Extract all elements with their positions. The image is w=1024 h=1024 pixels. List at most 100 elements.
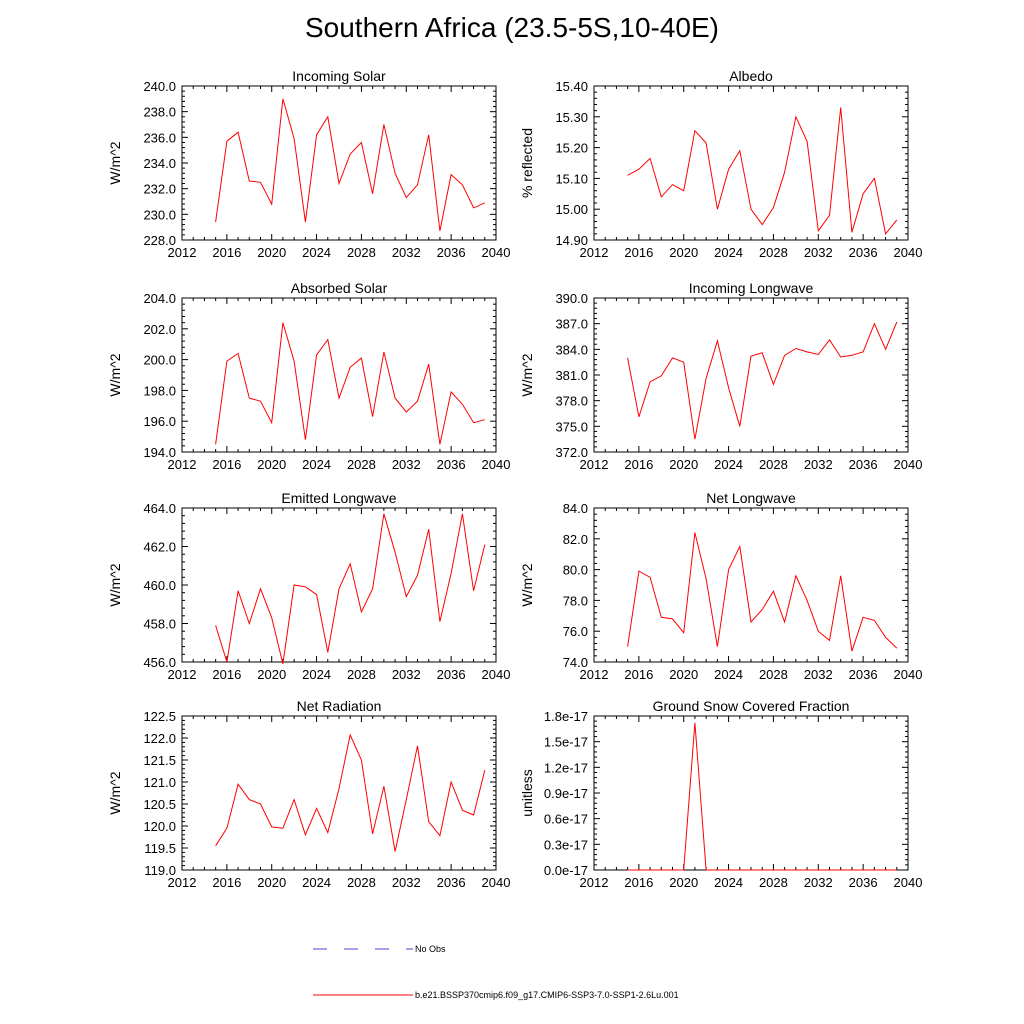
panel-6-xtick-label: 2036 <box>849 667 878 682</box>
panel-1-xtick-label: 2032 <box>392 245 421 260</box>
panel-8-xtick-label: 2016 <box>624 875 653 890</box>
panel-8-ytick-label: 1.2e-17 <box>544 760 588 775</box>
panel-1-ytick-label: 238.0 <box>143 105 176 120</box>
panel-7-xtick-label: 2012 <box>168 875 197 890</box>
panel-7-xtick-label: 2024 <box>302 875 331 890</box>
panel-7-ytick-label: 119.0 <box>144 863 176 878</box>
panel-7-xtick-label: 2032 <box>392 875 421 890</box>
panel-2-frame <box>593 85 909 241</box>
panel-2-ytick-label: 15.20 <box>555 141 588 156</box>
panel-7-xtick-label: 2028 <box>347 875 376 890</box>
panel-2-title: Albedo <box>729 68 773 84</box>
panel-6-frame <box>593 507 909 663</box>
panel-5-xtick-label: 2024 <box>302 667 331 682</box>
panel-8-xtick-label: 2028 <box>759 875 788 890</box>
panel-4-xtick-label: 2012 <box>580 457 609 472</box>
panel-8-xtick-label: 2040 <box>894 875 923 890</box>
panel-8-xtick-label: 2012 <box>580 875 609 890</box>
panel-6-ytick-label: 76.0 <box>563 624 588 639</box>
panel-7-xtick-label: 2036 <box>437 875 466 890</box>
panel-7-ytick-label: 120.0 <box>143 819 176 834</box>
panel-6-xtick-label: 2040 <box>894 667 923 682</box>
panel-3-xtick-label: 2032 <box>392 457 421 472</box>
panel-8-frame <box>593 715 909 871</box>
panel-4-ytick-label: 384.0 <box>555 342 588 357</box>
panel-1-ylabel: W/m^2 <box>107 141 123 184</box>
panel-5-ytick-label: 460.0 <box>143 578 176 593</box>
panel-5-xtick-label: 2032 <box>392 667 421 682</box>
panel-1-xtick-label: 2016 <box>212 245 241 260</box>
panel-5-xtick-label: 2028 <box>347 667 376 682</box>
panel-8-ytick-label: 1.8e-17 <box>544 709 588 724</box>
panel-4-series-line <box>627 321 898 440</box>
panel-8-ytick-label: 1.5e-17 <box>544 735 588 750</box>
panel-6-xtick-label: 2016 <box>624 667 653 682</box>
panel-7-xtick-label: 2040 <box>482 875 511 890</box>
panel-8-title: Ground Snow Covered Fraction <box>653 698 850 714</box>
panel-5-ytick-label: 458.0 <box>143 617 176 632</box>
panel-6-ytick-label: 82.0 <box>563 532 588 547</box>
panel-2-xtick-label: 2036 <box>849 245 878 260</box>
panel-5-ytick-label: 456.0 <box>143 655 176 670</box>
panel-4-xtick-label: 2028 <box>759 457 788 472</box>
panel-3-ytick-label: 204.0 <box>143 291 176 306</box>
panel-5-xtick-label: 2012 <box>168 667 197 682</box>
panel-5-xtick-label: 2016 <box>212 667 241 682</box>
panel-6-ytick-label: 80.0 <box>563 563 588 578</box>
panel-4-xtick-label: 2020 <box>669 457 698 472</box>
panel-6-xtick-label: 2032 <box>804 667 833 682</box>
panel-2-ylabel: % reflected <box>519 128 535 198</box>
panel-2-xtick-label: 2012 <box>580 245 609 260</box>
panel-7-ytick-label: 121.0 <box>143 775 176 790</box>
panel-4-ytick-label: 390.0 <box>555 291 588 306</box>
panel-6-ytick-label: 78.0 <box>563 593 588 608</box>
panel-1-series-line <box>215 98 486 232</box>
panel-4-ytick-label: 372.0 <box>555 445 588 460</box>
panel-3-xtick-label: 2016 <box>212 457 241 472</box>
panel-3-xtick-label: 2024 <box>302 457 331 472</box>
panel-7-xtick-label: 2020 <box>257 875 286 890</box>
panel-2-ytick-label: 15.30 <box>555 110 588 125</box>
panel-3-xtick-label: 2020 <box>257 457 286 472</box>
panel-2-xtick-label: 2028 <box>759 245 788 260</box>
panel-3-ytick-label: 200.0 <box>143 353 176 368</box>
panel-2-ytick-label: 15.10 <box>555 171 588 186</box>
panel-1-ytick-label: 228.0 <box>143 233 176 248</box>
panel-3-xtick-label: 2040 <box>482 457 511 472</box>
panel-8-ylabel: unitless <box>519 769 535 816</box>
panel-7-series-line <box>215 733 486 852</box>
panel-2-xtick-label: 2016 <box>624 245 653 260</box>
panel-4-ylabel: W/m^2 <box>519 353 535 396</box>
panel-3-title: Absorbed Solar <box>291 280 388 296</box>
panel-7-ytick-label: 121.5 <box>143 753 176 768</box>
panel-1-frame <box>181 85 497 241</box>
panel-5-title: Emitted Longwave <box>281 490 396 506</box>
panel-3-ytick-label: 202.0 <box>143 322 176 337</box>
panel-7-ytick-label: 122.0 <box>143 731 176 746</box>
panel-8-ytick-label: 0.0e-17 <box>544 863 588 878</box>
panel-4-xtick-label: 2036 <box>849 457 878 472</box>
panel-6-xtick-label: 2028 <box>759 667 788 682</box>
panel-1-ytick-label: 236.0 <box>143 130 176 145</box>
panel-1-xtick-label: 2028 <box>347 245 376 260</box>
panel-1-xtick-label: 2020 <box>257 245 286 260</box>
panel-1-xtick-label: 2024 <box>302 245 331 260</box>
panel-1-ytick-label: 232.0 <box>143 182 176 197</box>
panel-8-ytick-label: 0.3e-17 <box>544 837 588 852</box>
panel-5-xtick-label: 2020 <box>257 667 286 682</box>
panel-1-xtick-label: 2040 <box>482 245 511 260</box>
panel-7-ytick-label: 120.5 <box>143 797 176 812</box>
legend-model-label: b.e21.BSSP370cmip6.f09_g17.CMIP6-SSP3-7.… <box>415 990 679 1000</box>
panel-3-ytick-label: 194.0 <box>143 445 176 460</box>
panel-3-ylabel: W/m^2 <box>107 353 123 396</box>
panel-6-title: Net Longwave <box>706 490 796 506</box>
panel-6-ylabel: W/m^2 <box>519 563 535 606</box>
panel-3-xtick-label: 2028 <box>347 457 376 472</box>
panel-1-ytick-label: 240.0 <box>143 79 176 94</box>
panel-5-xtick-label: 2040 <box>482 667 511 682</box>
panel-8-xtick-label: 2036 <box>849 875 878 890</box>
panel-7-ylabel: W/m^2 <box>107 771 123 814</box>
panel-2-ytick-label: 15.00 <box>555 202 588 217</box>
